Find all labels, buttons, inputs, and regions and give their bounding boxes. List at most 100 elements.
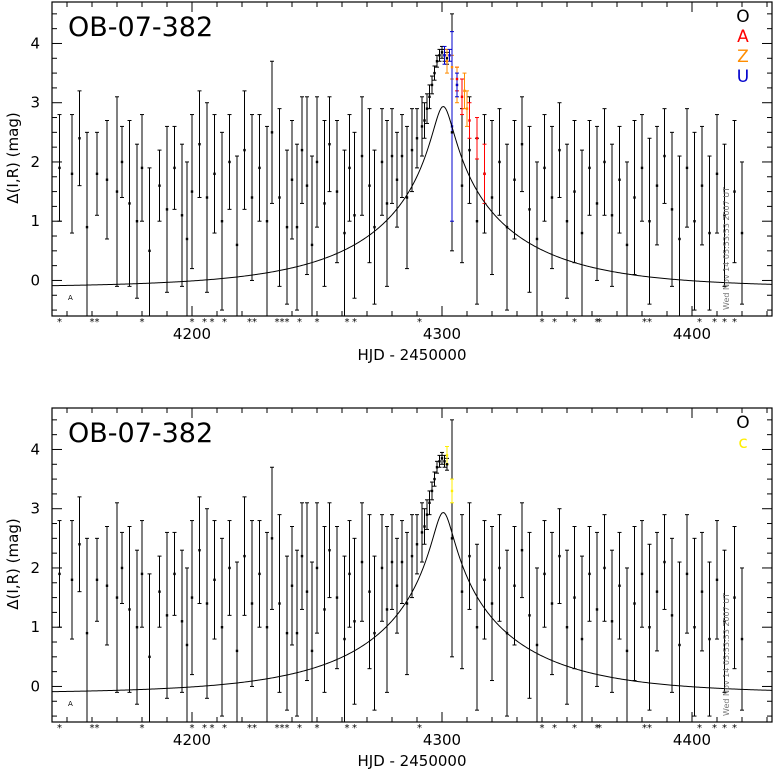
plot-frame <box>51 407 773 723</box>
data-point <box>733 596 736 599</box>
legend-entry: O <box>736 413 749 433</box>
data-point <box>105 178 109 181</box>
data-point <box>95 578 99 582</box>
data-point <box>343 231 346 235</box>
data-point <box>648 220 651 223</box>
x-tick-label: 4400 <box>673 731 711 749</box>
data-point <box>315 160 319 164</box>
data-point <box>290 584 294 587</box>
data-point <box>353 214 356 217</box>
data-point <box>445 60 449 63</box>
data-point <box>305 590 309 593</box>
data-point <box>328 142 331 146</box>
data-point <box>250 196 254 199</box>
data-point <box>405 602 409 605</box>
observation-marker: * <box>222 723 227 734</box>
data-point <box>348 572 351 576</box>
observation-marker: * <box>210 723 215 734</box>
data-point <box>603 566 606 570</box>
data-point <box>715 578 719 582</box>
data-point <box>235 243 239 247</box>
data-point <box>550 196 554 199</box>
data-point <box>520 548 524 552</box>
data-point <box>435 60 439 63</box>
data-point <box>528 614 531 617</box>
data-point <box>300 554 304 558</box>
data-point <box>265 626 269 629</box>
data-point <box>455 77 459 81</box>
data-point <box>463 89 466 93</box>
data-point <box>663 560 666 564</box>
data-point <box>380 566 384 570</box>
data-point <box>715 172 719 176</box>
data-point <box>295 631 299 635</box>
data-point <box>305 184 309 187</box>
data-point <box>685 166 689 170</box>
observation-marker: * <box>697 317 702 328</box>
data-point <box>173 572 176 576</box>
data-point <box>85 225 89 229</box>
data-point <box>128 202 131 205</box>
observation-marker: * <box>297 317 302 328</box>
observation-marker: * <box>247 317 252 328</box>
data-point <box>595 608 599 611</box>
observation-marker: * <box>90 317 95 328</box>
data-point <box>723 620 726 623</box>
data-point <box>390 560 394 564</box>
timestamp-label: Wed Nov 14 05:53:53 2007 UT <box>722 593 731 716</box>
data-point <box>235 649 239 653</box>
observation-marker: * <box>352 723 357 734</box>
data-point <box>573 190 576 193</box>
observation-marker: * <box>712 723 717 734</box>
data-point <box>285 631 289 635</box>
data-point <box>468 119 471 122</box>
plot-frame <box>51 1 773 317</box>
data-point <box>405 196 409 199</box>
data-point <box>270 537 274 540</box>
data-point <box>678 237 681 241</box>
data-point <box>198 142 201 146</box>
observation-marker: * <box>315 723 320 734</box>
timestamp-label: Wed Nov 14 05:53:53 2007 UT <box>722 187 731 310</box>
data-point <box>425 107 429 110</box>
observation-marker: * <box>140 317 145 328</box>
data-point <box>438 54 441 57</box>
data-point <box>423 525 426 528</box>
data-point <box>445 57 449 60</box>
data-point <box>250 602 254 605</box>
data-point <box>165 208 169 211</box>
data-point <box>448 54 451 57</box>
data-point <box>580 637 584 641</box>
observation-marker: * <box>572 723 577 734</box>
data-point <box>595 202 599 205</box>
observation-marker: * <box>417 723 422 734</box>
data-point <box>425 513 429 516</box>
data-point <box>460 95 464 98</box>
data-point <box>475 220 479 223</box>
data-point <box>58 572 61 576</box>
data-point <box>173 166 176 170</box>
legend-entry: c <box>738 433 747 453</box>
legend-entry: A <box>737 27 749 47</box>
observation-marker: * <box>352 317 357 328</box>
observation-marker: * <box>732 317 737 328</box>
data-point <box>565 626 569 629</box>
data-point <box>58 166 61 170</box>
data-point <box>640 166 644 170</box>
data-point <box>205 602 209 605</box>
observation-marker: * <box>275 317 280 328</box>
data-point <box>498 160 501 164</box>
model-curve <box>51 105 773 287</box>
data-point <box>120 160 124 164</box>
data-point <box>300 148 304 152</box>
model-curve <box>51 511 773 693</box>
data-point <box>723 214 726 217</box>
data-point <box>740 637 744 641</box>
chart-title: OB-07-382 <box>68 418 213 449</box>
data-point <box>498 566 501 570</box>
data-point <box>258 572 261 576</box>
data-point <box>610 214 614 217</box>
observation-marker: * <box>190 317 195 328</box>
data-point <box>633 602 636 605</box>
data-point <box>185 643 189 647</box>
